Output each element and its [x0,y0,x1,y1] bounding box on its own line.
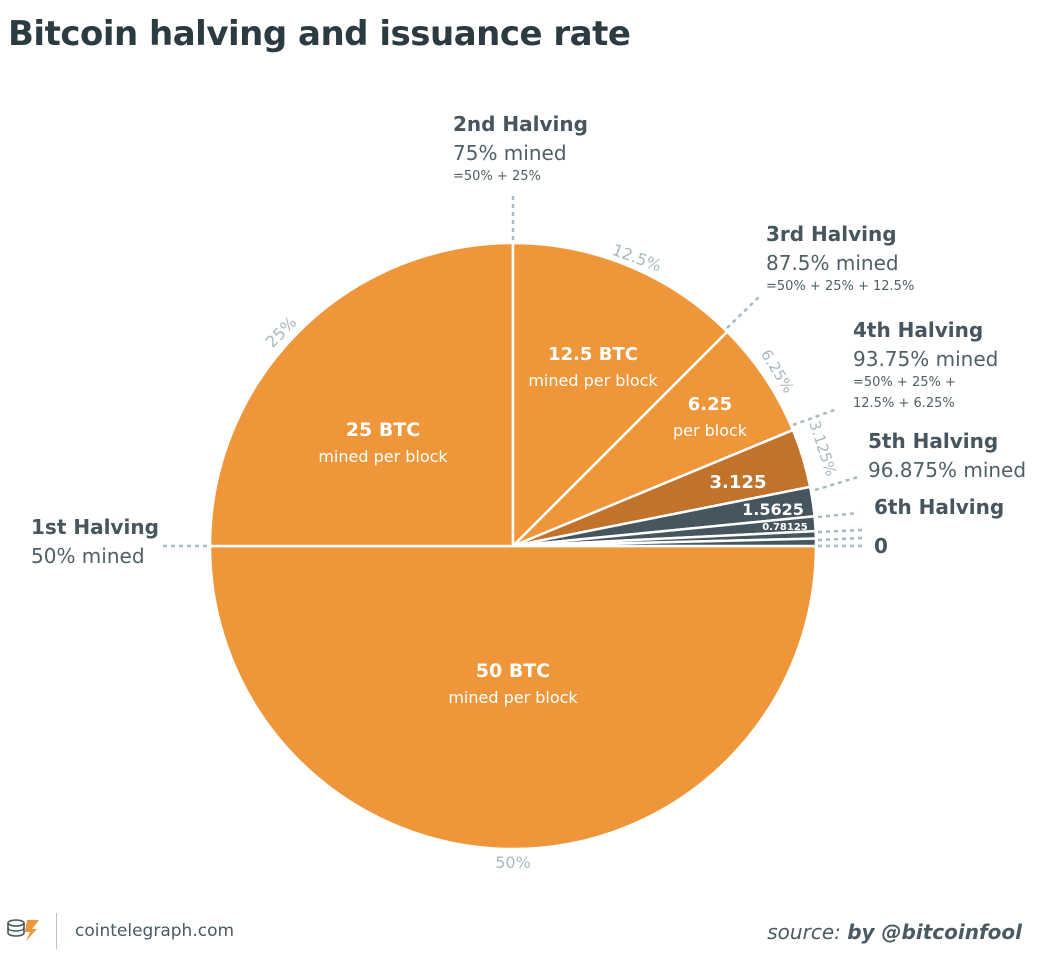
callout-mined-2nd-halving: 75% mined [453,141,567,165]
slice-sub-label: mined per block [528,371,658,390]
slice-value-label: 3.125 [710,472,767,493]
pie-slice-125-2 [511,241,729,548]
leader-line-3rd-halving [726,295,761,329]
callout-mined-5th-halving: 96.875% mined [868,458,1026,482]
slice-sub-label: per block [673,421,748,440]
pie-slice-25-1 [208,241,515,548]
leader-line-5th-halving [814,475,859,492]
callout-formula-2nd-halving: =50% + 25% [453,169,541,184]
pie-chart: 50 BTC mined per block 25 BTC mined per blo… [31,112,1026,872]
callout-title-2nd-halving: 2nd Halving [453,112,588,136]
leader-line-zero-a [817,536,863,542]
slice-value-label: 12.5 BTC [548,344,638,365]
footer-source: source: by @bitcoinfool [767,920,1022,944]
callout-formula-3rd-halving: =50% + 25% + 12.5% [766,279,914,294]
slice-value-label: 1.5625 [742,500,804,519]
footer-site[interactable]: cointelegraph.com [75,921,235,941]
slice-value-label: 0.78125 [762,522,808,533]
footer-divider [56,913,57,949]
slice-sub-label: mined per block [318,447,448,466]
callout-title-0: 0 [874,534,888,558]
pct-label-3-125: 3.125% [805,418,840,478]
pct-label-50: 50% [495,853,531,872]
callout-formula-4th-halving: 12.5% + 6.25% [853,396,955,411]
callout-formula-4th-halving: =50% + 25% + [853,375,956,390]
callout-mined-1st-halving: 50% mined [31,544,145,568]
callout-mined-3rd-halving: 87.5% mined [766,251,899,275]
leader-line-6th-halving-b [817,528,863,534]
source-author: by @bitcoinfool [847,920,1022,944]
callout-title-4th-halving: 4th Halving [853,318,983,342]
callout-mined-4th-halving: 93.75% mined [853,347,998,371]
source-prefix: source: [767,920,848,944]
callout-title-3rd-halving: 3rd Halving [766,222,897,246]
slice-sub-label: mined per block [448,688,578,707]
slice-value-label: 50 BTC [476,660,550,682]
leader-line-6th-halving-a [817,511,859,519]
callout-title-5th-halving: 5th Halving [868,429,998,453]
cointelegraph-logo-icon [7,919,39,941]
chart-title: Bitcoin halving and issuance rate [8,14,631,54]
pie-slice-50-0 [208,544,818,851]
callout-title-1st-halving: 1st Halving [31,515,159,539]
slice-value-label: 6.25 [688,394,732,415]
pie-slice-625-3 [511,330,795,548]
pie-slice--8 [511,537,818,548]
callout-title-6th-halving: 6th Halving [874,495,1004,519]
slice-value-label: 25 BTC [346,419,420,441]
